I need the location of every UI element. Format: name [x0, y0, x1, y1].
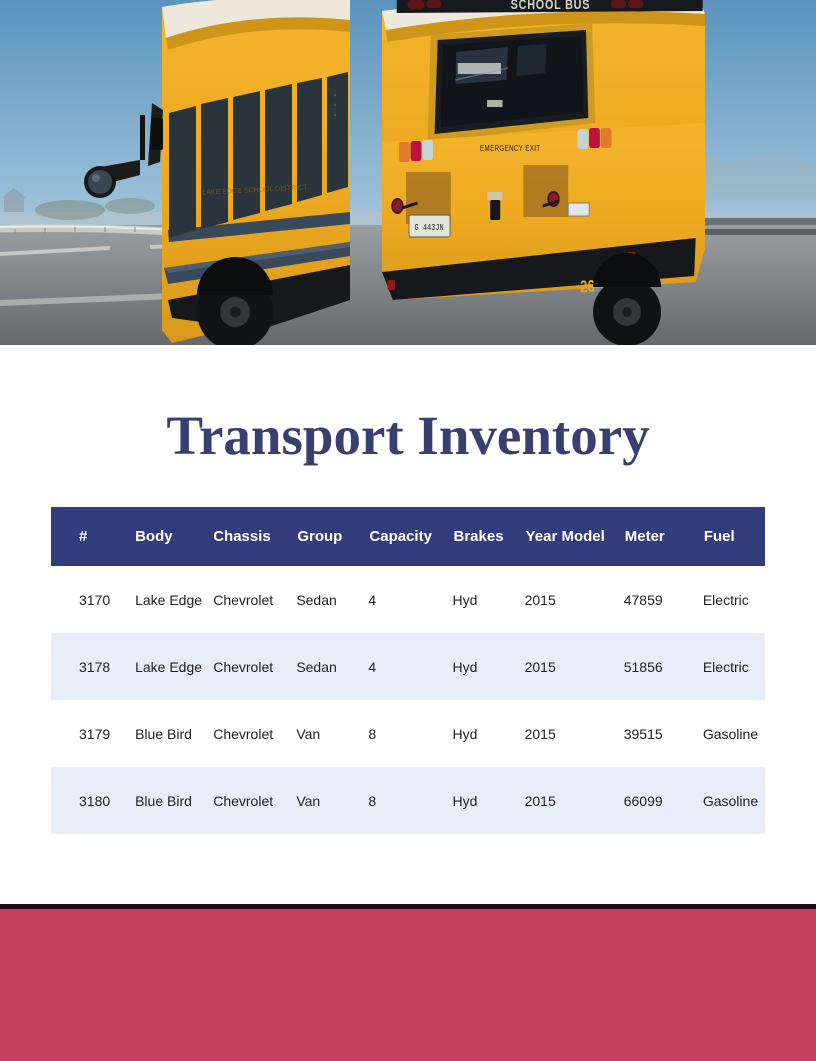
svg-text:G 443JN: G 443JN: [415, 223, 444, 233]
svg-text:EMERGENCY EXIT: EMERGENCY EXIT: [480, 144, 541, 153]
svg-text:26: 26: [580, 277, 595, 297]
svg-text:SCHOOL BUS: SCHOOL BUS: [511, 0, 591, 12]
